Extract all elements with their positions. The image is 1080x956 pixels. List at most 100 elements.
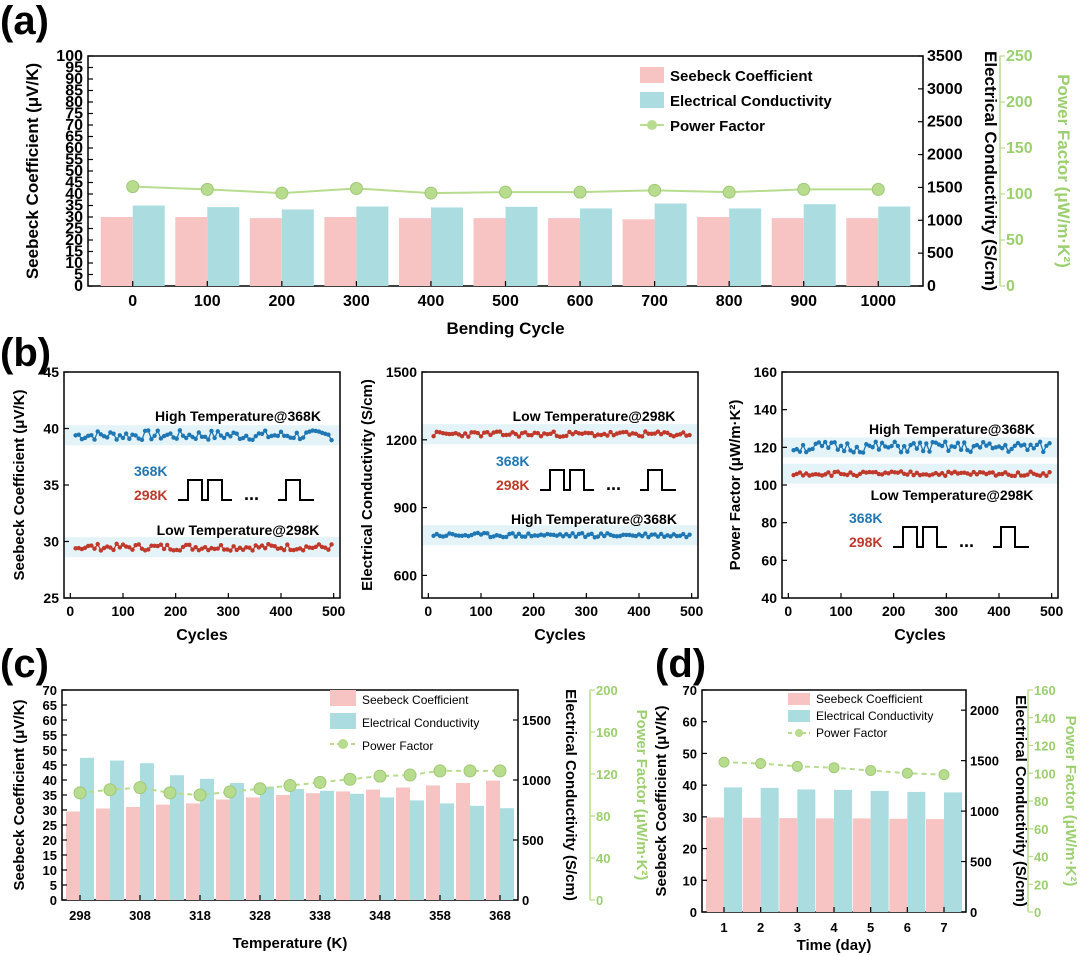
series-point [643, 429, 648, 434]
y-tick-label: 60 [761, 552, 777, 568]
series-point [329, 542, 334, 547]
y3-tick-label: 0 [596, 893, 603, 908]
series-point [215, 429, 221, 434]
y-tick-label: 45 [43, 758, 57, 773]
series-point [687, 532, 692, 537]
y3-tick-label: 120 [1034, 739, 1056, 754]
y3-tick-label: 140 [1034, 711, 1056, 726]
y-tick-label: 25 [65, 221, 83, 238]
x-tick-label: 318 [189, 908, 211, 923]
y-tick-label: 90 [65, 71, 83, 88]
seebeck-bar [926, 819, 944, 912]
series-point [120, 435, 126, 441]
series-point [1025, 447, 1030, 453]
series-point [237, 545, 243, 551]
series-point [500, 432, 506, 438]
y3-tick-label: 100 [1006, 186, 1033, 203]
y-tick-label: 100 [754, 477, 778, 493]
conductivity-bar [80, 757, 94, 900]
series-point [898, 449, 904, 455]
series-point [911, 472, 916, 478]
series-point [1015, 440, 1021, 446]
series-point [879, 440, 885, 446]
power-factor-point [223, 785, 237, 799]
x-tick-label: 0 [784, 603, 792, 619]
y-tick-label: 65 [43, 698, 57, 713]
series-point [621, 429, 626, 435]
series-point [117, 433, 123, 438]
x-tick-label: 500 [492, 293, 519, 310]
y-tick-label: 80 [65, 94, 83, 111]
y-tick-label: 30 [43, 803, 57, 818]
series-point [668, 534, 673, 539]
y2-axis-label: Electrical Conductivity (S/cm) [1012, 695, 1029, 907]
conductivity-bar [505, 206, 538, 286]
power-factor-point [493, 764, 507, 778]
y-tick-label: 55 [43, 728, 57, 743]
chart-b-seebeck-cycles: High Temperature@368K Low Temperature@298… [11, 364, 346, 644]
legend-swatch [330, 713, 356, 729]
y-tick-label: 600 [394, 567, 418, 583]
series-point [646, 431, 651, 436]
series-point [221, 547, 227, 552]
power-factor-point [797, 182, 811, 196]
x-tick-label: 348 [369, 908, 391, 923]
y-tick-label: 10 [683, 873, 697, 888]
series-point [1003, 442, 1008, 448]
series-point [225, 432, 230, 437]
series-point [889, 443, 894, 449]
series-point [507, 432, 512, 437]
seebeck-bar [186, 803, 200, 900]
y-tick-label: 5 [50, 878, 57, 893]
series-point [253, 543, 258, 548]
series-point [142, 428, 148, 434]
series-point [589, 430, 594, 436]
series-point [943, 439, 948, 444]
y-tick-label: 100 [56, 48, 83, 65]
series-point [674, 533, 680, 539]
series-point [313, 544, 318, 550]
series-point [431, 433, 436, 439]
series-point [939, 443, 945, 449]
series-point [873, 439, 878, 445]
power-factor-point [648, 183, 662, 197]
series-point [687, 432, 692, 438]
power-factor-point [938, 769, 950, 781]
y-tick-label: 0 [74, 278, 83, 295]
series-point [974, 442, 980, 448]
y-axis-label: Seebeck Coefficient (μV/K) [11, 390, 28, 581]
series-point [665, 430, 670, 436]
y-tick-label: 35 [43, 788, 57, 803]
series-point [589, 531, 594, 537]
legend-label: Seebeck Coefficient [816, 692, 923, 706]
conductivity-bar [907, 791, 926, 912]
legend-label: Electrical Conductivity [362, 716, 479, 730]
y-tick-label: 1500 [386, 364, 417, 380]
series-point [152, 543, 157, 549]
y-axis-label: Electrical Conductivity (S/cm) [359, 379, 376, 591]
y3-axis-label: Power Factor (μW/m·K²) [1054, 74, 1073, 268]
series-point [832, 440, 837, 445]
seebeck-bar [276, 795, 290, 900]
conductivity-bar [320, 790, 334, 900]
series-point [95, 541, 100, 547]
series-point [202, 434, 208, 440]
y-tick-label: 55 [65, 152, 83, 169]
y2-tick-label: 1500 [970, 754, 999, 769]
y2-tick-label: 500 [970, 855, 992, 870]
series-point [89, 433, 94, 438]
seebeck-bar [486, 780, 500, 900]
series-point [1012, 473, 1018, 479]
series-point [133, 433, 138, 438]
series-point [532, 533, 537, 538]
y3-tick-label: 40 [596, 851, 610, 866]
y-tick-label: 70 [65, 117, 83, 134]
y-tick-label: 45 [65, 175, 83, 192]
seebeck-bar [366, 789, 380, 900]
y3-axis-label: Power Factor (μW/m·K²) [1062, 716, 1079, 887]
series-point [516, 434, 522, 439]
series-point [174, 436, 179, 441]
power-factor-point [573, 185, 587, 199]
y3-tick-label: 20 [1034, 877, 1048, 892]
